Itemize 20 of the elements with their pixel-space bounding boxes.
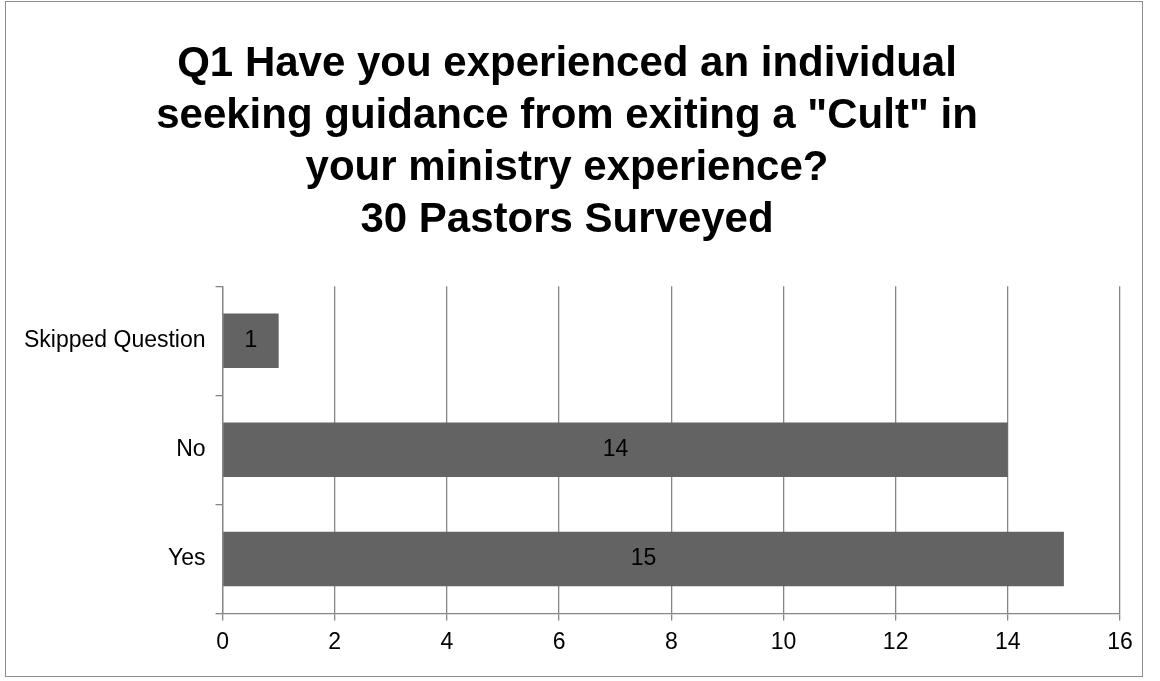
x-tick-label: 8: [664, 627, 678, 654]
bar: [223, 531, 1064, 587]
data-label: 1: [244, 326, 258, 353]
chart-title: Q1 Have you experienced an individual seeking guidance from exiting a "Cult" in your ministry experience?: [156, 37, 978, 189]
x-tick-label: 14: [995, 627, 1021, 654]
x-tick-label: 16: [1107, 627, 1133, 654]
data-label: 14: [602, 435, 629, 462]
y-tick-label: No: [176, 435, 206, 462]
chart-subtitle: 30 Pastors Surveyed: [360, 193, 774, 241]
data-label: 15: [630, 544, 657, 571]
x-tick-label: 0: [216, 627, 229, 654]
x-tick-label: 10: [770, 627, 797, 654]
x-tick-label: 4: [440, 627, 454, 654]
x-tick-label: 12: [882, 627, 909, 654]
y-tick-label: Skipped Question: [23, 326, 206, 353]
bar: [223, 422, 1008, 478]
y-tick-label: Yes: [168, 544, 206, 571]
x-tick-label: 2: [328, 627, 342, 654]
x-tick-label: 6: [552, 627, 566, 654]
bar: [223, 313, 279, 369]
